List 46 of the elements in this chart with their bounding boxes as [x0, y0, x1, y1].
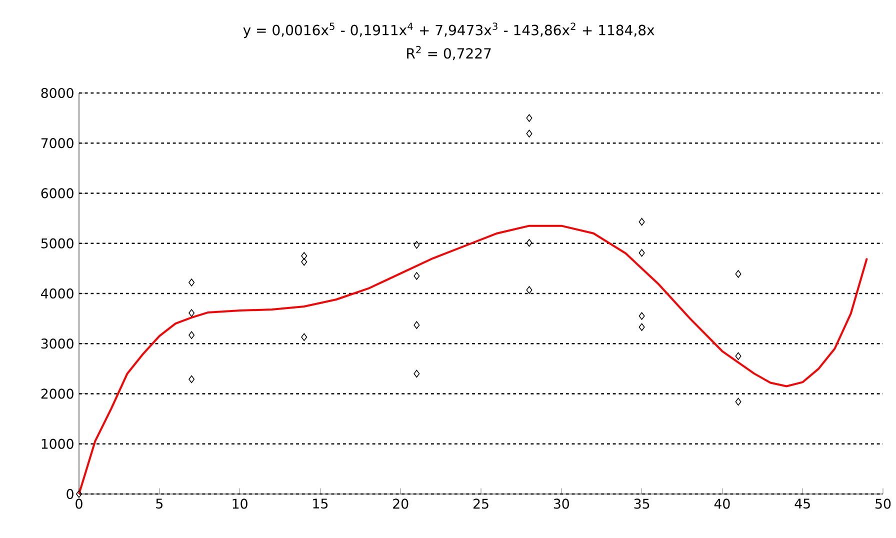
line-series: [78, 224, 868, 495]
point: [188, 278, 195, 286]
point: [414, 241, 420, 249]
point: [526, 286, 532, 294]
point: [638, 218, 645, 226]
point: [188, 309, 195, 317]
point: [526, 130, 532, 138]
y-tick-label: 2000: [41, 388, 74, 399]
point: [301, 333, 308, 341]
point: [526, 114, 532, 122]
point: [301, 258, 308, 266]
x-tick-label: 15: [313, 498, 328, 509]
point: [526, 239, 532, 247]
point: [414, 272, 420, 280]
point: [638, 249, 645, 257]
text: y = 0,0016x$^{5}$ - 0,1911x$^{4}$ + 7,9473x$^{3}$ - 143,86x$^{2}$ + 1184,8x: [243, 22, 654, 38]
x-tick-label: 20: [393, 498, 408, 509]
x-tick-label: 5: [156, 498, 162, 509]
y-tick-label: 0: [66, 488, 74, 500]
x-tick-label: 0: [76, 498, 82, 509]
point: [76, 490, 82, 498]
x-tick-label: 35: [634, 498, 650, 509]
point: [638, 323, 645, 331]
x-tick-label: 45: [794, 498, 810, 509]
y-tick-label: 4000: [41, 288, 74, 299]
y-tick-label: 7000: [41, 138, 74, 148]
point: [414, 321, 420, 329]
x-tick-label: 30: [554, 498, 570, 509]
x-tick-label: 40: [714, 498, 730, 509]
point: [188, 375, 195, 384]
point: [414, 370, 420, 378]
x-tick-label: 25: [474, 498, 488, 509]
y-tick-label: 5000: [41, 238, 74, 248]
y-tick-label: 1000: [42, 438, 74, 449]
x-tick-label: 50: [876, 498, 891, 509]
point: [638, 312, 645, 320]
y-tick-label: 8000: [41, 88, 74, 98]
point: [188, 331, 195, 339]
y-tick-label: 3000: [41, 338, 74, 349]
text: R$^{2}$ = 0,7227: [407, 46, 491, 60]
point: [735, 398, 742, 406]
point: [301, 252, 308, 260]
y-tick-label: 6000: [41, 188, 74, 198]
x-tick-label: 10: [232, 498, 248, 509]
point: [735, 270, 742, 278]
point: [735, 352, 742, 360]
